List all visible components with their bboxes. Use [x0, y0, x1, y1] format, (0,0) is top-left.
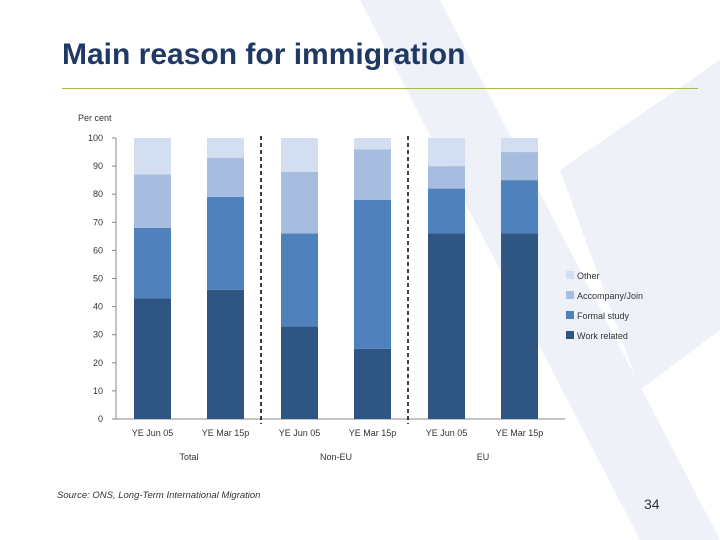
bar-segment-work-related — [501, 233, 538, 419]
bar-segment-accompany-join — [281, 171, 318, 234]
bar-segment-formal-study — [207, 197, 244, 290]
y-tick-label: 30 — [93, 330, 103, 340]
bar-segment-formal-study — [501, 180, 538, 234]
bar-segment-other — [428, 138, 465, 167]
bar-segment-work-related — [134, 298, 171, 419]
x-group-label: Non-EU — [320, 452, 352, 462]
bar-segment-work-related — [207, 289, 244, 419]
y-tick-label: 40 — [93, 302, 103, 312]
x-category-label: YE Jun 05 — [132, 428, 174, 438]
y-tick-label: 90 — [93, 161, 103, 171]
bar-segment-accompany-join — [134, 174, 171, 228]
bar-segment-accompany-join — [428, 166, 465, 189]
page-title: Main reason for immigration — [62, 38, 466, 71]
y-tick-label: 20 — [93, 358, 103, 368]
source-note: Source: ONS, Long-Term International Mig… — [57, 490, 261, 501]
legend-swatch — [566, 271, 574, 279]
x-category-label: YE Mar 15p — [349, 428, 397, 438]
legend-label: Formal study — [577, 311, 630, 321]
y-tick-label: 100 — [88, 133, 103, 143]
bar-segment-other — [501, 138, 538, 153]
bar-segment-other — [354, 138, 391, 150]
legend-swatch — [566, 311, 574, 319]
y-tick-label: 60 — [93, 245, 103, 255]
y-tick-label: 0 — [98, 414, 103, 424]
bar-segment-accompany-join — [501, 152, 538, 181]
x-category-label: YE Mar 15p — [496, 428, 544, 438]
y-tick-label: 70 — [93, 217, 103, 227]
y-tick-label: 10 — [93, 386, 103, 396]
x-group-label: Total — [179, 452, 198, 462]
legend-label: Work related — [577, 331, 628, 341]
title-divider — [62, 88, 698, 89]
legend-label: Accompany/Join — [577, 291, 643, 301]
bar-segment-accompany-join — [207, 157, 244, 198]
x-category-label: YE Mar 15p — [202, 428, 250, 438]
y-axis-label: Per cent — [78, 113, 112, 123]
bar-segment-accompany-join — [354, 149, 391, 200]
bar-segment-other — [281, 138, 318, 172]
legend-label: Other — [577, 271, 600, 281]
bar-segment-work-related — [281, 326, 318, 419]
bar-segment-other — [207, 138, 244, 158]
bar-segment-formal-study — [281, 233, 318, 327]
bar-segment-formal-study — [134, 227, 171, 299]
bar-segment-work-related — [428, 233, 465, 419]
page-number: 34 — [644, 496, 660, 512]
y-tick-label: 80 — [93, 189, 103, 199]
y-tick-label: 50 — [93, 274, 103, 284]
bar-segment-formal-study — [354, 199, 391, 349]
x-group-label: EU — [477, 452, 490, 462]
x-category-label: YE Jun 05 — [426, 428, 468, 438]
bar-segment-other — [134, 138, 171, 175]
bar-segment-work-related — [354, 348, 391, 419]
bar-segment-formal-study — [428, 188, 465, 234]
legend-swatch — [566, 331, 574, 339]
legend-swatch — [566, 291, 574, 299]
x-category-label: YE Jun 05 — [279, 428, 321, 438]
